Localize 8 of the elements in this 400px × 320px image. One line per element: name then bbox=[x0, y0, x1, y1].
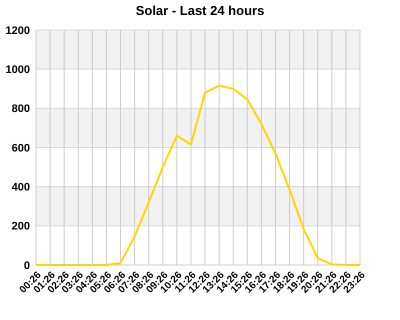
y-tick-label: 600 bbox=[12, 142, 30, 154]
y-tick-label: 0 bbox=[24, 260, 30, 272]
y-tick-label: 1000 bbox=[6, 64, 30, 76]
chart-title: Solar - Last 24 hours bbox=[136, 3, 264, 18]
y-tick-label: 400 bbox=[12, 182, 30, 194]
y-tick-label: 200 bbox=[12, 220, 30, 233]
y-tick-label: 800 bbox=[12, 103, 30, 116]
y-tick-label: 1200 bbox=[6, 24, 30, 37]
